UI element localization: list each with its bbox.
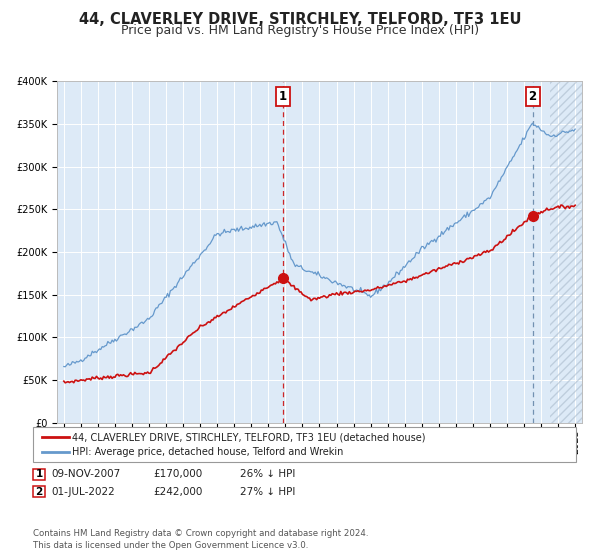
Text: 44, CLAVERLEY DRIVE, STIRCHLEY, TELFORD, TF3 1EU (detached house): 44, CLAVERLEY DRIVE, STIRCHLEY, TELFORD,… (72, 432, 425, 442)
Text: Contains HM Land Registry data © Crown copyright and database right 2024.
This d: Contains HM Land Registry data © Crown c… (33, 529, 368, 550)
Text: 09-NOV-2007: 09-NOV-2007 (51, 469, 120, 479)
Text: 01-JUL-2022: 01-JUL-2022 (51, 487, 115, 497)
Text: 1: 1 (35, 469, 43, 479)
Text: HPI: Average price, detached house, Telford and Wrekin: HPI: Average price, detached house, Telf… (72, 447, 343, 458)
Text: 2: 2 (35, 487, 43, 497)
Text: 2: 2 (529, 90, 536, 103)
Bar (550, 81, 600, 423)
Text: £242,000: £242,000 (153, 487, 202, 497)
Text: 1: 1 (279, 90, 287, 103)
Text: 44, CLAVERLEY DRIVE, STIRCHLEY, TELFORD, TF3 1EU: 44, CLAVERLEY DRIVE, STIRCHLEY, TELFORD,… (79, 12, 521, 27)
Text: 26% ↓ HPI: 26% ↓ HPI (240, 469, 295, 479)
Text: £170,000: £170,000 (153, 469, 202, 479)
Text: 27% ↓ HPI: 27% ↓ HPI (240, 487, 295, 497)
Text: Price paid vs. HM Land Registry's House Price Index (HPI): Price paid vs. HM Land Registry's House … (121, 24, 479, 36)
Bar (550, 81, 599, 423)
